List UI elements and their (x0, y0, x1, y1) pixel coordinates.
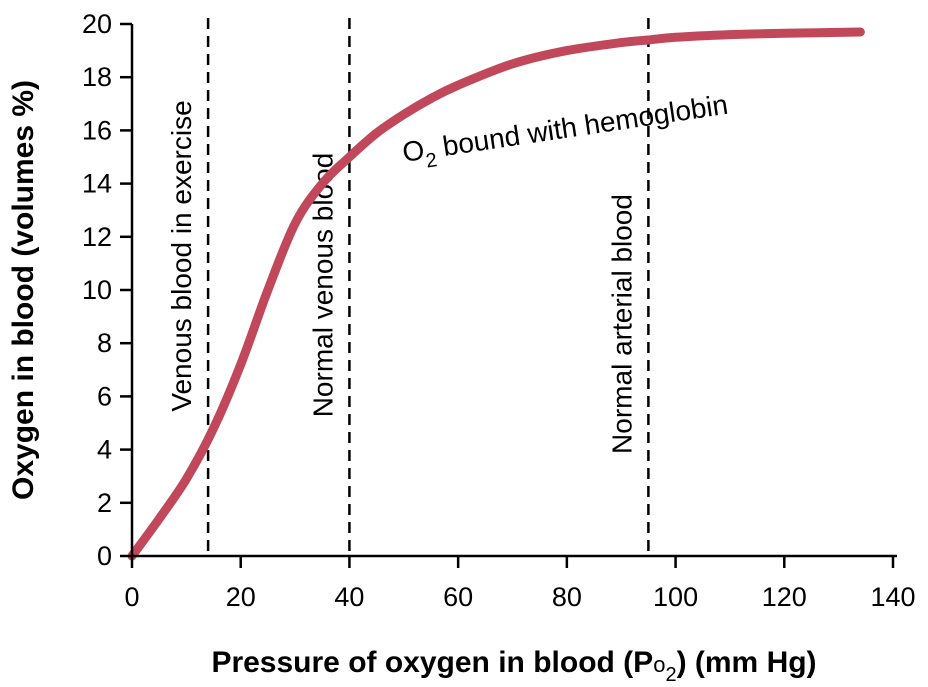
y-tick-label: 8 (97, 328, 112, 358)
x-tick-label: 60 (443, 582, 473, 612)
y-tick-label: 0 (97, 541, 112, 571)
y-tick-label: 12 (82, 222, 112, 252)
x-tick-label: 40 (334, 582, 364, 612)
y-tick-label: 14 (82, 169, 112, 199)
reference-line-label: Venous blood in exercise (166, 100, 197, 411)
y-tick-label: 20 (82, 9, 112, 39)
y-tick-label: 2 (97, 488, 112, 518)
x-tick-label: 80 (552, 582, 582, 612)
x-tick-label: 120 (762, 582, 807, 612)
y-tick-label: 10 (82, 275, 112, 305)
curve-label: O2 bound with hemoglobin (400, 89, 731, 176)
x-axis-title: Pressure of oxygen in blood (Po2) (mm Hg… (211, 646, 816, 686)
reference-line-label: Normal arterial blood (606, 194, 637, 454)
y-ticks: 0 2 4 6 8 10 12 14 16 18 20 (82, 9, 132, 571)
x-tick-label: 140 (870, 582, 915, 612)
y-tick-label: 16 (82, 115, 112, 145)
x-tick-label: 20 (226, 582, 256, 612)
x-tick-label: 100 (653, 582, 698, 612)
y-tick-label: 4 (97, 435, 112, 465)
y-axis-title: Oxygen in blood (volumes %) (7, 80, 40, 500)
y-tick-label: 18 (82, 62, 112, 92)
oxygen-curve (127, 27, 865, 561)
axes (130, 24, 897, 558)
x-tick-label: 0 (124, 582, 139, 612)
x-ticks: 0 20 40 60 80 100 120 140 (124, 556, 916, 612)
y-tick-label: 6 (97, 381, 112, 411)
